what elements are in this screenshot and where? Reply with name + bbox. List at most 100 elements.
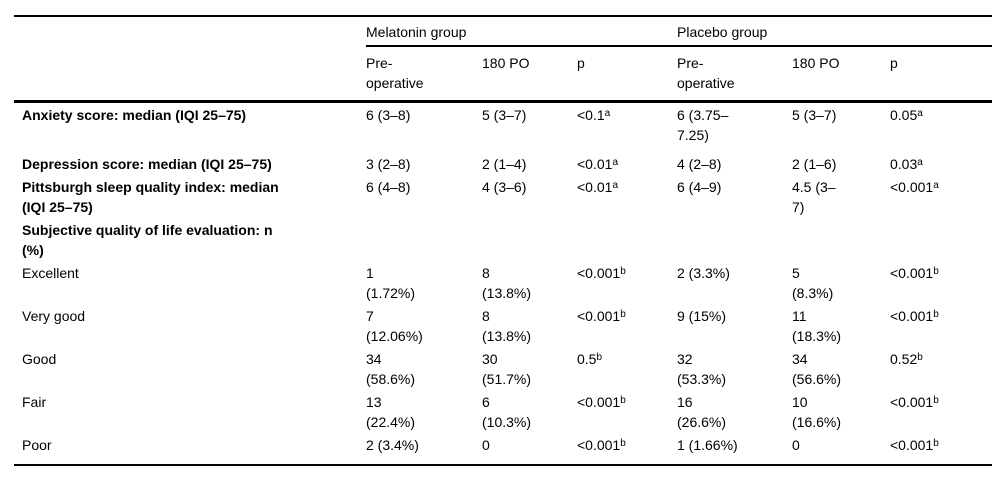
cell: <0.01a [577,156,618,172]
cell: 10 (16.6%) [792,394,842,430]
footnote-marker: b [917,352,923,363]
cell: 6 (10.3%) [482,394,532,430]
results-table: Melatonin group Placebo group Pre- opera… [14,15,993,466]
cell: 30 (51.7%) [482,351,532,387]
footnote-marker: a [612,180,618,191]
footnote-marker: a [604,108,611,119]
table-row: Good 34 (58.6%) 30 (51.7%) 0.5b 32 (53.3%) 34… [14,347,992,390]
cell: 9 (15%) [677,308,727,324]
cell [890,218,992,261]
cell: 2 (1–4) [482,156,527,172]
cell: 4 (2–8) [677,156,722,172]
table-body: Anxiety score: median (IQI 25–75) 6 (3–8)… [14,102,993,466]
cell: 11 (18.3%) [792,308,842,344]
footnote-marker: a [917,108,923,119]
row-label: Good [22,351,57,367]
cell: <0.001b [577,265,626,281]
cell: <0.001b [890,433,993,466]
table-row: Excellent 1 (1.72%) 8 (13.8%) <0.001b 2 (3.3… [14,261,992,304]
cell: 6 (3–8) [366,107,411,123]
table-row: Poor 2 (3.4%) 0 <0.001b 1 (1.66%) 0 <0.001b [14,433,993,466]
cell: 4.5 (3– 7) [792,179,836,215]
cell: 34 (56.6%) [792,351,842,387]
cell: <0.001b [577,394,626,410]
row-label: Anxiety score: median (IQI 25–75) [22,107,247,123]
footnote-marker: b [596,352,603,363]
row-label: Pittsburgh sleep quality index: median (… [22,179,279,215]
cell: <0.001b [890,308,939,324]
cell: 34 (58.6%) [366,351,416,387]
cell: <0.001b [577,433,677,466]
column-header-row: Pre- operative 180 PO p Pre- operative 1… [14,46,993,103]
cell: 2 (3.4%) [366,433,482,466]
cell: 5 (3–7) [792,107,837,123]
row-label: Excellent [22,265,79,281]
footnote-marker: b [933,395,939,406]
cell: 2 (3.3%) [677,265,730,281]
col-header-placebo-180po: 180 PO [792,46,890,103]
table-row: Subjective quality of life evaluation: n… [14,218,992,261]
cell: 1 (1.66%) [677,433,792,466]
cell: 0.52b [890,351,923,367]
footnote-marker: a [933,180,939,191]
col-header-placebo-p: p [890,46,993,103]
col-header-melatonin-p: p [577,46,677,103]
cell: 3 (2–8) [366,156,411,172]
cell: 6 (4–8) [366,179,411,195]
col-header-placebo-preoperative: Pre- operative [677,46,792,103]
cell: <0.001b [890,394,939,410]
table-row: Pittsburgh sleep quality index: median (… [14,175,992,218]
footnote-marker: b [620,309,626,320]
cell: <0.001a [890,179,939,195]
cell: 13 (22.4%) [366,394,416,430]
cell: 0.03a [890,156,923,172]
table-row: Anxiety score: median (IQI 25–75) 6 (3–8)… [14,102,992,153]
cell [577,218,677,261]
cell: 5 (8.3%) [792,265,834,301]
cell: 6 (3.75– 7.25) [677,107,729,143]
cell [366,218,482,261]
table-row: Fair 13 (22.4%) 6 (10.3%) <0.001b 16 (26.6%)… [14,390,992,433]
cell: <0.001b [890,265,939,281]
cell: 7 (12.06%) [366,308,423,344]
row-label: Depression score: median (IQI 25–75) [22,156,272,172]
cell [792,218,890,261]
footnote-marker: b [933,438,939,449]
cell: <0.1a [577,107,611,123]
cell: 2 (1–6) [792,156,837,172]
cell [482,218,577,261]
column-header-spacer [14,46,366,103]
cell: <0.001b [577,308,626,324]
footnote-marker: a [612,157,618,168]
group-header-placebo: Placebo group [677,15,993,47]
cell: 4 (3–6) [482,179,527,195]
row-label: Very good [22,308,86,324]
footnote-marker: b [933,309,939,320]
cell: 6 (4–9) [677,179,722,195]
group-header-row: Melatonin group Placebo group [14,15,993,47]
row-label: Fair [22,394,47,410]
row-label: Subjective quality of life evaluation: n… [22,222,273,258]
footnote-marker: a [917,157,923,168]
footnote-marker: b [620,438,626,449]
cell: 0 [792,433,890,466]
footnote-marker: b [933,266,939,277]
cell: 0.5b [577,351,603,367]
table-row: Depression score: median (IQI 25–75) 3 (2… [14,152,992,175]
cell [677,218,792,261]
cell: 16 (26.6%) [677,394,727,430]
table-row: Very good 7 (12.06%) 8 (13.8%) <0.001b 9 (15… [14,304,992,347]
footnote-marker: b [620,266,626,277]
footnote-marker: b [620,395,626,406]
cell: 0.05a [890,107,923,123]
cell: 8 (13.8%) [482,265,532,301]
group-header-melatonin: Melatonin group [366,15,677,47]
col-header-melatonin-preoperative: Pre- operative [366,46,482,103]
col-header-melatonin-180po: 180 PO [482,46,577,103]
row-label: Poor [14,433,366,466]
cell: 32 (53.3%) [677,351,727,387]
cell: <0.01a [577,179,618,195]
cell: 5 (3–7) [482,107,527,123]
cell: 0 [482,433,577,466]
